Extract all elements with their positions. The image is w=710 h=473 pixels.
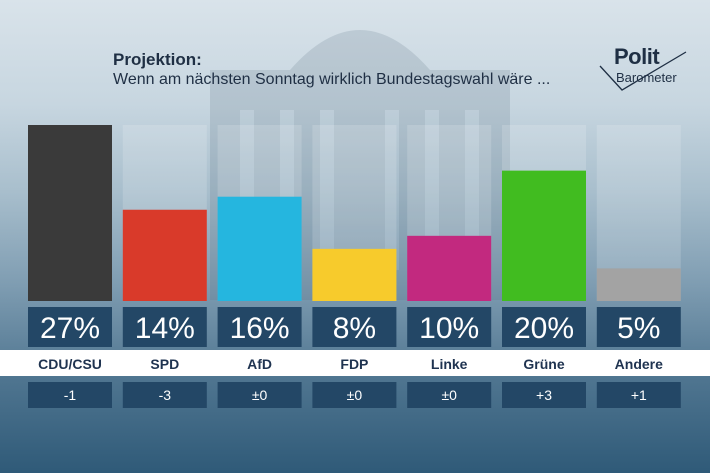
category-label-spd: SPD xyxy=(150,356,179,372)
value-label-gr-ne: 20% xyxy=(514,312,574,345)
logo-checkmark-icon xyxy=(599,51,687,91)
bar-linke xyxy=(407,235,492,301)
category-label-cdu-csu: CDU/CSU xyxy=(38,356,102,372)
bar-cdu-csu xyxy=(28,125,112,301)
change-box-spd xyxy=(122,382,207,408)
change-box-gr-ne xyxy=(502,382,586,408)
bar-spd xyxy=(122,209,207,301)
change-label-spd: -3 xyxy=(159,387,172,403)
change-box-linke xyxy=(407,382,492,408)
politbarometer-logo: Polit Barometer xyxy=(598,44,702,96)
value-label-fdp: 8% xyxy=(333,312,376,345)
value-label-andere: 5% xyxy=(617,312,660,345)
change-box-afd xyxy=(217,382,302,408)
bar-afd xyxy=(217,196,302,301)
logo-text-polit: Polit xyxy=(614,44,660,69)
change-label-afd: ±0 xyxy=(252,387,268,403)
bar-andere xyxy=(596,268,681,301)
logo-text-barometer: Barometer xyxy=(616,70,677,85)
value-box-andere xyxy=(596,307,681,347)
value-box-linke xyxy=(407,307,492,347)
category-label-linke: Linke xyxy=(431,356,468,372)
change-label-fdp: ±0 xyxy=(347,387,363,403)
change-box-andere xyxy=(596,382,681,408)
category-label-afd: AfD xyxy=(247,356,272,372)
change-label-andere: +1 xyxy=(631,387,647,403)
value-label-cdu-csu: 27% xyxy=(40,312,100,345)
bar-fdp xyxy=(312,248,397,301)
value-box-gr-ne xyxy=(502,307,586,347)
value-box-afd xyxy=(217,307,302,347)
chart-header: Projektion: Wenn am nächsten Sonntag wir… xyxy=(113,50,550,90)
chart-title: Projektion: xyxy=(113,50,202,69)
chart-subtitle: Wenn am nächsten Sonntag wirklich Bundes… xyxy=(113,71,551,88)
value-box-spd xyxy=(122,307,207,347)
value-label-afd: 16% xyxy=(230,312,290,345)
value-box-fdp xyxy=(312,307,397,347)
bar-gr-ne xyxy=(502,170,586,301)
value-label-linke: 10% xyxy=(419,312,479,345)
category-label-fdp: FDP xyxy=(340,356,368,372)
category-label-gr-ne: Grüne xyxy=(523,356,564,372)
value-box-cdu-csu xyxy=(28,307,112,347)
change-box-cdu-csu xyxy=(28,382,112,408)
value-label-spd: 14% xyxy=(135,312,195,345)
party-label-strip xyxy=(0,350,710,376)
change-label-cdu-csu: -1 xyxy=(64,387,77,403)
change-label-linke: ±0 xyxy=(441,387,457,403)
category-label-andere: Andere xyxy=(615,356,663,372)
change-box-fdp xyxy=(312,382,397,408)
change-label-gr-ne: +3 xyxy=(536,387,552,403)
